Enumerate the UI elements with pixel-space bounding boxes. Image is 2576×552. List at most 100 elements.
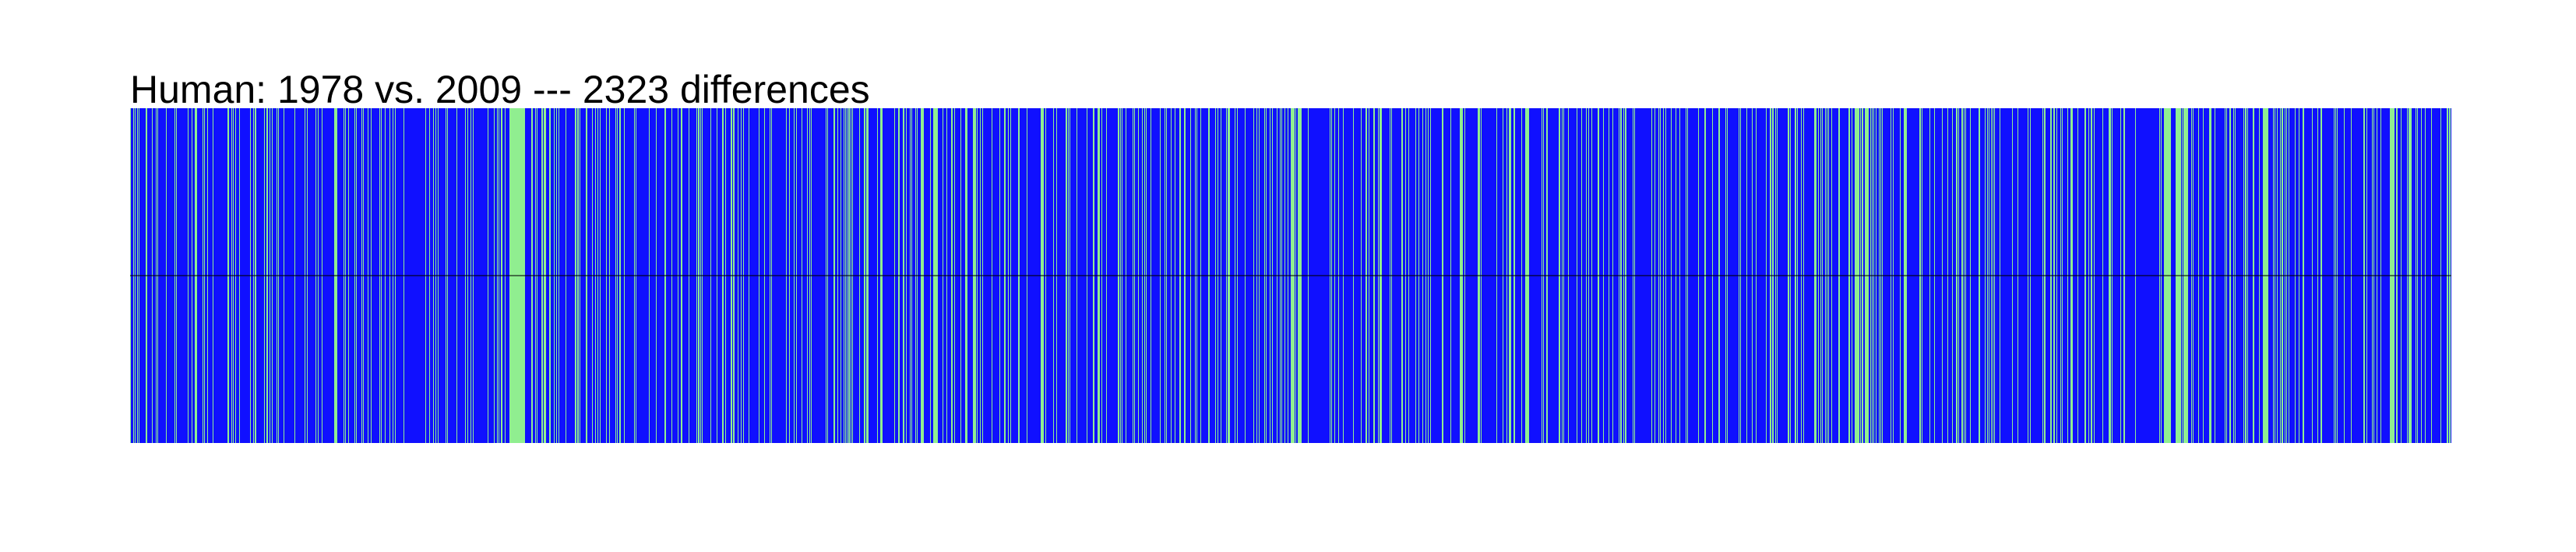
match-cell — [1862, 108, 1863, 276]
match-cell — [1788, 108, 1789, 276]
match-cell — [2303, 276, 2304, 443]
match-cell — [2295, 276, 2296, 443]
match-cell — [1101, 276, 1102, 443]
match-cell — [2334, 276, 2335, 443]
match-cell — [2229, 108, 2231, 276]
match-cell — [1546, 108, 1548, 276]
match-cell — [1848, 276, 1850, 443]
match-cell — [1408, 108, 1409, 276]
match-cell — [977, 108, 978, 276]
match-cell — [1797, 108, 1798, 276]
match-cell — [1208, 276, 1210, 443]
match-cell — [1660, 108, 1661, 276]
match-cell — [2062, 276, 2063, 443]
match-cell — [1391, 276, 1392, 443]
match-cell — [1196, 108, 1197, 276]
match-cell — [2335, 276, 2336, 443]
match-cell — [1562, 108, 1563, 276]
match-cell — [2421, 108, 2422, 276]
match-cell — [1226, 276, 1227, 443]
match-cell — [1865, 108, 1869, 276]
match-cell — [1334, 108, 1335, 276]
match-cell — [595, 108, 596, 276]
match-cell — [597, 276, 598, 443]
match-cell — [2337, 108, 2338, 276]
match-cell — [354, 276, 355, 443]
match-cell — [1718, 276, 1720, 443]
match-cell — [1660, 276, 1661, 443]
match-cell — [494, 276, 495, 443]
match-cell — [429, 108, 430, 276]
match-cell — [2243, 276, 2244, 443]
match-cell — [789, 108, 790, 276]
match-cell — [294, 276, 295, 443]
match-cell — [1958, 108, 1959, 276]
match-cell — [1460, 108, 1463, 276]
match-cell — [2159, 108, 2160, 276]
match-cell — [1698, 276, 1699, 443]
match-cell — [1654, 276, 1655, 443]
match-cell — [1625, 108, 1626, 276]
match-cell — [1509, 108, 1511, 276]
match-cell — [1068, 108, 1069, 276]
match-cell — [1045, 276, 1046, 443]
match-cell — [671, 108, 672, 276]
match-cell — [1865, 276, 1869, 443]
match-cell — [1671, 108, 1672, 276]
match-cell — [1118, 276, 1119, 443]
match-cell — [1066, 108, 1067, 276]
match-cell — [2282, 276, 2283, 443]
match-cell — [2431, 276, 2432, 443]
match-cell — [1481, 276, 1482, 443]
match-cell — [1430, 276, 1431, 443]
match-cell — [1770, 108, 1771, 276]
match-cell — [1146, 108, 1147, 276]
match-cell — [1956, 108, 1958, 276]
match-cell — [2396, 108, 2398, 276]
match-cell — [1814, 276, 1817, 443]
match-cell — [456, 276, 457, 443]
match-cell — [827, 108, 828, 276]
match-cell — [794, 108, 795, 276]
match-cell — [1880, 108, 1881, 276]
match-cell — [2053, 108, 2055, 276]
match-cell — [1814, 108, 1817, 276]
match-cell — [2042, 276, 2043, 443]
match-cell — [1405, 276, 1406, 443]
match-cell — [1801, 276, 1802, 443]
match-cell — [743, 108, 744, 276]
match-cell — [796, 108, 797, 276]
match-cell — [2245, 108, 2247, 276]
match-cell — [2233, 276, 2234, 443]
match-cell — [2191, 108, 2192, 276]
match-cell — [1979, 276, 1980, 443]
match-cell — [307, 108, 308, 276]
match-cell — [1718, 108, 1720, 276]
match-cell — [1010, 108, 1011, 276]
match-cell — [906, 108, 907, 276]
match-cell — [1964, 276, 1965, 443]
match-cell — [2077, 276, 2078, 443]
match-cell — [2259, 276, 2260, 443]
match-cell — [1160, 108, 1161, 276]
match-cell — [606, 276, 607, 443]
match-cell — [1620, 276, 1622, 443]
match-cell — [2263, 108, 2268, 276]
match-cell — [549, 276, 551, 443]
match-cell — [725, 276, 726, 443]
match-cell — [361, 276, 362, 443]
match-cell — [2235, 108, 2236, 276]
match-cell — [1259, 276, 1260, 443]
match-cell — [2091, 108, 2092, 276]
match-cell — [1391, 108, 1392, 276]
match-cell — [1245, 108, 1246, 276]
match-cell — [960, 108, 961, 276]
match-cell — [1215, 108, 1216, 276]
match-cell — [371, 108, 372, 276]
match-cell — [2017, 276, 2018, 443]
match-cell — [1772, 108, 1774, 276]
match-cell — [1766, 108, 1767, 276]
match-cell — [1200, 276, 1201, 443]
match-cell — [1825, 108, 1826, 276]
match-cell — [2390, 276, 2395, 443]
